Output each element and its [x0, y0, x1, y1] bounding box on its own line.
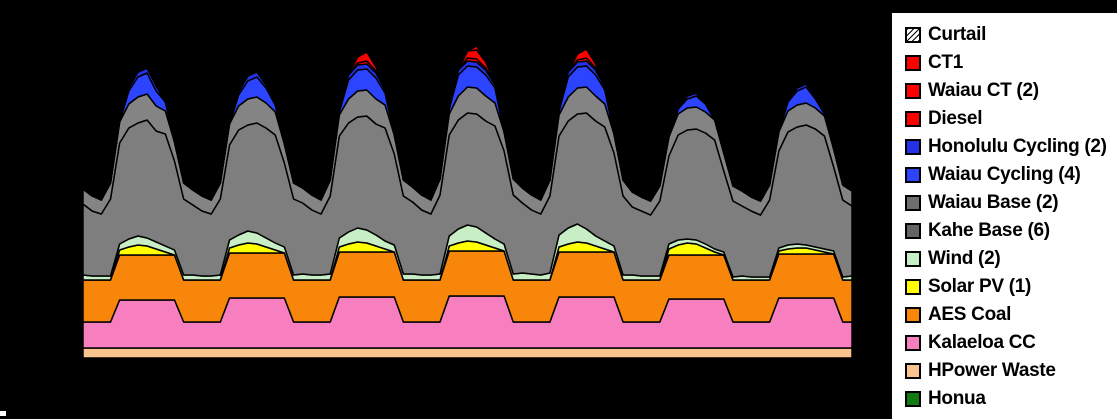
legend-swatch	[905, 83, 921, 99]
legend-label: Waiau CT (2)	[928, 80, 1039, 101]
legend-label: Honolulu Cycling (2)	[928, 136, 1107, 157]
legend-label: Waiau Cycling (4)	[928, 164, 1081, 185]
corner-artifact	[0, 411, 6, 416]
legend-item-honua: Honua	[905, 385, 1117, 413]
legend-item-diesel: Diesel	[905, 105, 1117, 133]
legend-list: Curtail CT1 Waiau CT (2) Diesel Honolulu Cyc…	[905, 21, 1117, 413]
legend-label: Curtail	[928, 24, 987, 45]
legend-swatch	[905, 391, 921, 407]
area-hpower	[82, 347, 853, 359]
legend-label: Wind (2)	[928, 248, 1001, 269]
legend-swatch	[905, 195, 921, 211]
legend-label: HPower Waste	[928, 360, 1056, 381]
legend-label: CT1	[928, 52, 963, 73]
legend-item-hpower-waste: HPower Waste	[905, 357, 1117, 385]
legend-item-kahe-base-6: Kahe Base (6)	[905, 217, 1117, 245]
legend-swatch	[905, 251, 921, 267]
legend-swatch	[905, 307, 921, 323]
legend-item-waiau-cycling-4: Waiau Cycling (4)	[905, 161, 1117, 189]
legend-item-waiau-base-2: Waiau Base (2)	[905, 189, 1117, 217]
legend-label: Diesel	[928, 108, 983, 129]
legend-label: Kalaeloa CC	[928, 332, 1036, 353]
legend-swatch	[905, 363, 921, 379]
legend-label: AES Coal	[928, 304, 1012, 325]
legend-swatch	[905, 111, 921, 127]
legend-swatch	[905, 167, 921, 183]
legend-item-waiau-ct-2: Waiau CT (2)	[905, 77, 1117, 105]
legend-swatch	[905, 223, 921, 239]
area-ct1	[82, 45, 853, 202]
legend-swatch	[905, 27, 921, 43]
legend-item-aes-coal: AES Coal	[905, 301, 1117, 329]
legend-item-wind-2: Wind (2)	[905, 245, 1117, 273]
legend-item-ct1: CT1	[905, 49, 1117, 77]
legend-label: Honua	[928, 388, 986, 409]
legend-label: Waiau Base (2)	[928, 192, 1059, 213]
legend-swatch	[905, 279, 921, 295]
legend-item-kalaeloa-cc: Kalaeloa CC	[905, 329, 1117, 357]
legend-swatch	[905, 55, 921, 71]
legend-item-honolulu-cycling-2: Honolulu Cycling (2)	[905, 133, 1117, 161]
legend-swatch	[905, 335, 921, 351]
legend: Curtail CT1 Waiau CT (2) Diesel Honolulu Cyc…	[892, 13, 1117, 419]
legend-label: Kahe Base (6)	[928, 220, 1050, 241]
legend-swatch	[905, 139, 921, 155]
legend-item-solar-pv-1: Solar PV (1)	[905, 273, 1117, 301]
legend-label: Solar PV (1)	[928, 276, 1032, 297]
legend-item-curtail: Curtail	[905, 21, 1117, 49]
